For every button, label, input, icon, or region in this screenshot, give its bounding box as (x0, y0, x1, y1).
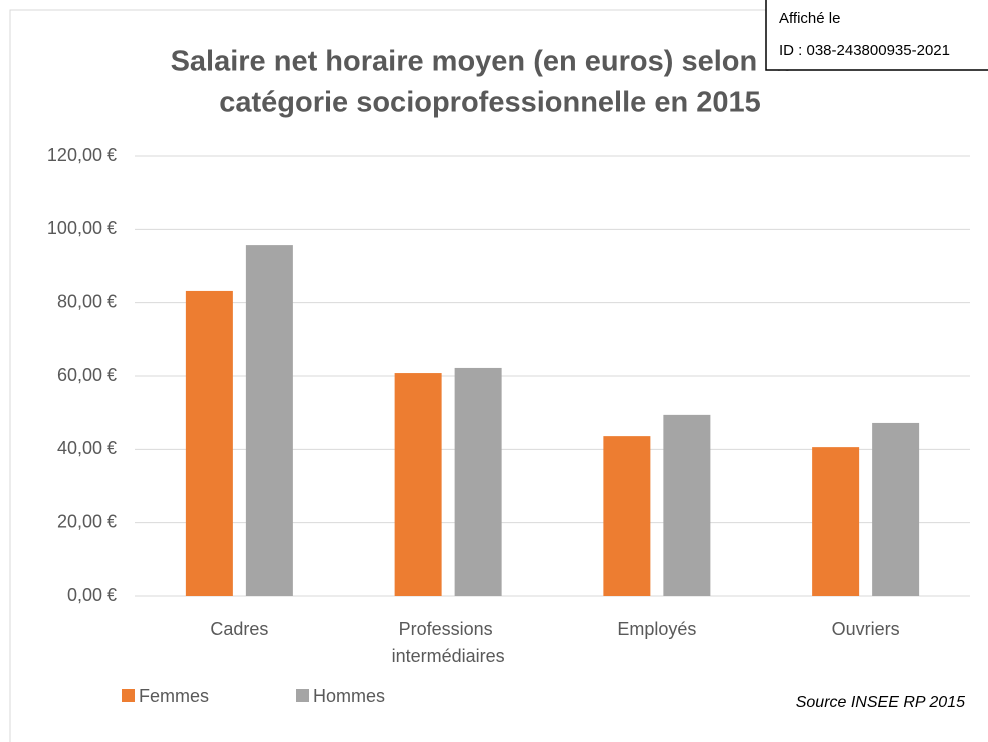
chart-title: catégorie socioprofessionnelle en 2015 (219, 87, 761, 119)
legend-label: Femmes (139, 686, 209, 706)
legend-label: Hommes (313, 686, 385, 706)
bar (394, 373, 442, 596)
bar (663, 414, 711, 596)
legend-swatch (296, 689, 309, 702)
bar (812, 447, 860, 596)
bar (872, 422, 920, 596)
y-tick-label: 20,00 € (57, 511, 117, 531)
stamp-text: Affiché le (779, 10, 840, 27)
y-tick-label: 100,00 € (47, 218, 117, 238)
legend-swatch (122, 689, 135, 702)
chart-title: Salaire net horaire moyen (en euros) sel… (171, 46, 791, 78)
bar (454, 367, 502, 596)
stamp (765, 0, 988, 71)
x-tick-label: Ouvriers (832, 619, 900, 639)
x-tick-label: Cadres (210, 619, 268, 639)
bar (603, 436, 651, 596)
source: Source INSEE RP 2015 (796, 694, 965, 711)
bar (245, 245, 293, 596)
plot: 0,00 € 20,00 € 40,00 € 60,00 € 80,00 € 100,00… (47, 145, 970, 666)
stamp-text: ID : 038-243800935-2021 (779, 42, 950, 59)
bar (185, 290, 233, 596)
x-tick-label: Professions intermédiaires (392, 619, 505, 666)
y-tick-label: 0,00 € (67, 585, 117, 605)
x-tick-label: Employés (617, 619, 696, 639)
y-tick-label: 80,00 € (57, 291, 117, 311)
y-tick-label: 120,00 € (47, 145, 117, 165)
y-tick-label: 40,00 € (57, 438, 117, 458)
y-tick-label: 60,00 € (57, 365, 117, 385)
